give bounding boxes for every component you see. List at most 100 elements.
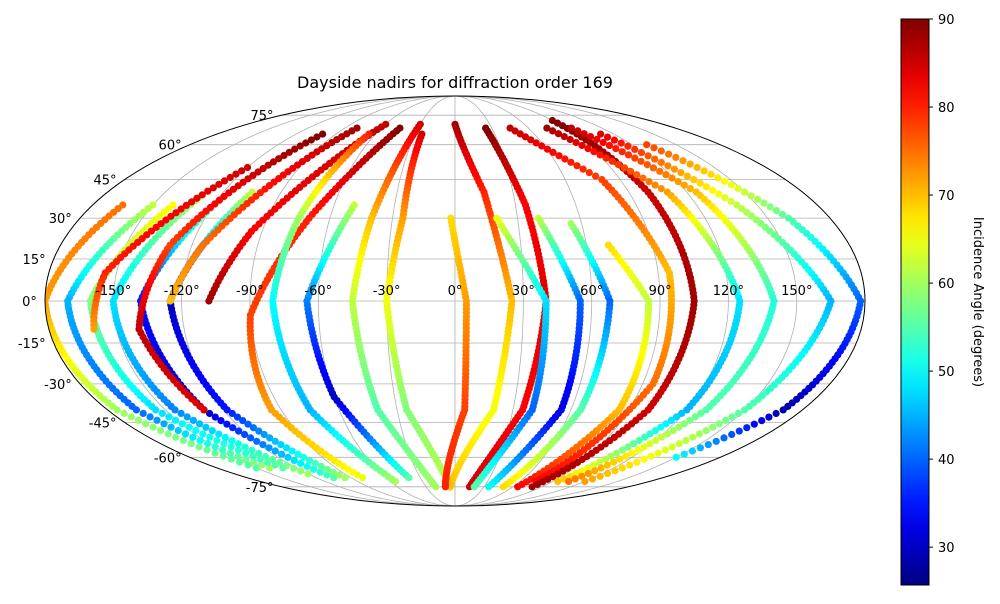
data-point [702,427,710,435]
data-point [167,212,175,220]
data-point [578,472,586,480]
data-point [188,198,196,206]
data-point [514,483,522,491]
data-point [174,426,182,435]
data-point [213,436,221,444]
data-point [578,467,586,475]
data-point [228,437,236,445]
data-point [196,436,204,444]
data-point [113,406,121,414]
data-point [234,440,243,448]
data-point [580,130,588,138]
longitude-tick-label: 30° [512,284,535,299]
data-point [590,148,598,156]
data-point [651,427,660,435]
data-point [584,145,592,153]
data-point [654,449,662,457]
data-point [592,172,600,180]
data-point [603,133,612,141]
data-point [631,145,639,153]
data-point [255,427,263,435]
data-point [560,133,568,141]
data-point [187,440,195,448]
data-point [172,433,180,441]
data-point [311,459,319,467]
data-point [709,186,717,194]
latitude-tick-labels: 75° 60° 45° 30° 15° 0° -15° -30° -45° -60° -75° [18,109,274,496]
data-point [248,446,256,454]
data-point [581,477,589,486]
data-point [696,179,704,187]
data-point [177,409,185,417]
data-point [242,449,250,457]
data-point [778,210,787,218]
data-point [675,440,683,448]
data-point [741,188,749,196]
data-point [142,420,150,428]
data-point [139,409,147,417]
data-point [693,163,701,172]
data-point [610,458,618,466]
data-point [554,477,562,486]
data-point [185,423,193,431]
data-point [688,447,697,455]
data-point [645,178,653,186]
data-point [282,444,291,452]
data-point [591,467,599,475]
data-point [215,430,223,438]
data-point [722,416,730,424]
data-point [680,420,688,428]
data-point [181,430,190,438]
data-point [313,133,321,141]
data-point [643,141,651,149]
data-point [211,443,219,451]
data-point [586,133,595,141]
data-point [329,468,337,476]
data-point [651,181,659,189]
data-point [639,174,647,182]
data-point [668,174,676,182]
data-point [290,456,298,464]
data-point [674,178,682,186]
data-point [549,127,557,135]
data-point [223,420,231,428]
data-point [616,455,624,463]
data-point [624,151,633,159]
data-point [618,464,626,472]
data-point [297,459,305,467]
data-point [728,430,736,439]
data-point [242,455,250,463]
data-point [196,420,204,428]
latitude-tick-label: -15° [18,337,46,352]
data-point [657,185,665,193]
data-point [228,409,236,418]
data-point [198,191,206,199]
data-point [664,162,672,170]
data-point [651,155,659,163]
data-point [613,449,621,457]
longitude-tick-label: 0° [448,284,463,299]
data-point [624,142,632,150]
data-point [262,452,270,461]
data-point [610,136,619,144]
data-point [193,194,201,202]
data-point [662,171,670,179]
longitude-tick-label: 120° [713,284,744,299]
data-point [543,124,551,132]
longitude-tick-label: 60° [580,284,603,299]
data-point [120,409,128,417]
data-point [177,205,185,213]
data-point [192,426,200,435]
data-point [335,471,343,479]
data-point [646,430,654,438]
data-point [741,406,749,414]
data-point [549,148,557,156]
data-point [307,136,315,144]
data-point [657,158,665,166]
data-point [667,416,675,424]
data-point [258,461,266,469]
data-point [226,173,234,182]
data-point [195,443,203,451]
data-point [573,162,581,170]
